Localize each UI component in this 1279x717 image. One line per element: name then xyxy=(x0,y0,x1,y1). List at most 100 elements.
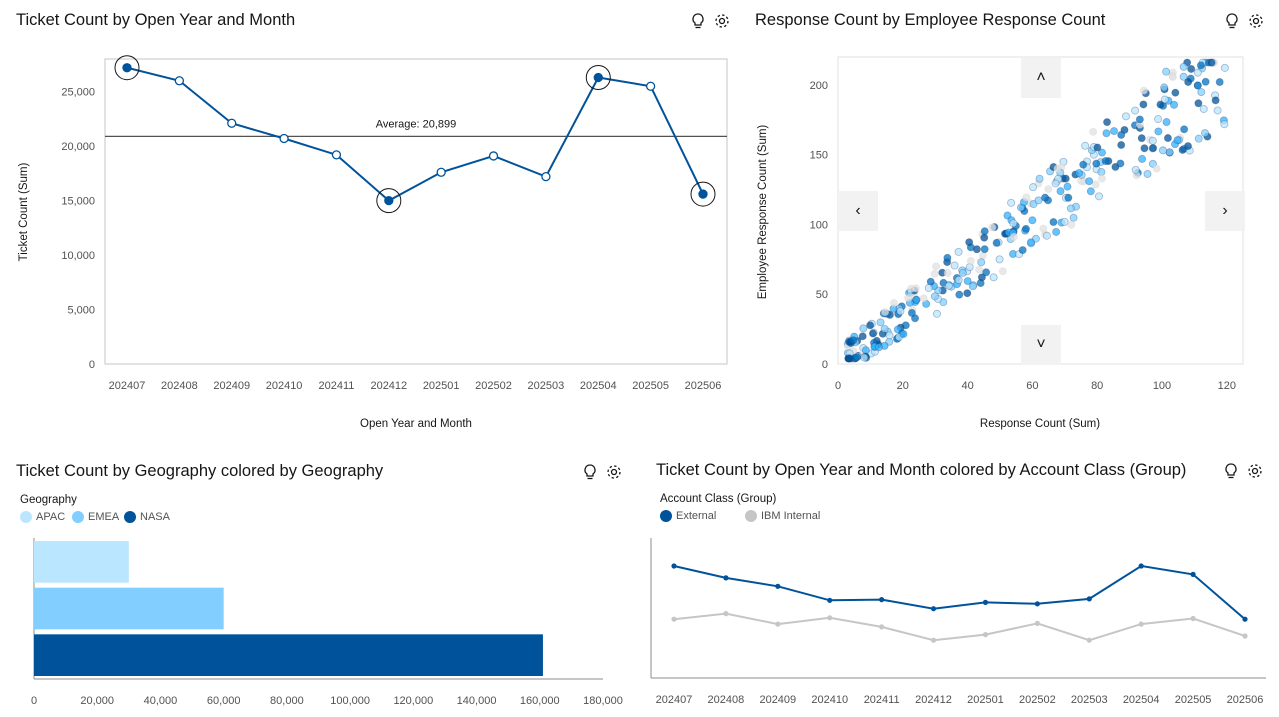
account-class-legend-title: Account Class (Group) xyxy=(660,493,777,505)
scatter-point xyxy=(1179,62,1188,71)
legend-item-apac[interactable]: APAC xyxy=(20,511,65,523)
scatter-point xyxy=(885,331,894,340)
legend-item-emea[interactable]: EMEA xyxy=(72,511,119,523)
scatter-point xyxy=(858,332,867,341)
scroll-up-button[interactable]: ˄ xyxy=(1021,58,1061,98)
geography-bar-chart[interactable]: 0 20,000 40,000 60,000 80,000 100,000 120,000 1… xyxy=(0,0,660,717)
scatter-point xyxy=(1041,193,1050,202)
scroll-right-button[interactable]: › xyxy=(1205,191,1245,231)
x-tick-label: 80 xyxy=(1091,380,1103,392)
scatter-point xyxy=(950,261,959,270)
scatter-point xyxy=(1168,73,1177,82)
scatter-point xyxy=(1211,96,1220,105)
y-tick-label: 50 xyxy=(816,289,828,301)
panel-title-response-scatter: Response Count by Employee Response Coun… xyxy=(755,11,1106,29)
scatter-point xyxy=(907,308,916,317)
data-point xyxy=(1034,601,1040,607)
highlight-ring xyxy=(376,188,402,214)
legend-label: NASA xyxy=(140,511,170,523)
scatter-point xyxy=(906,284,915,293)
scatter-point xyxy=(1018,246,1027,255)
bar-nasa xyxy=(34,634,543,676)
data-point xyxy=(1190,615,1196,622)
scatter-point xyxy=(980,233,989,242)
scatter-point xyxy=(1160,83,1169,92)
data-point xyxy=(227,118,237,128)
settings-icon[interactable] xyxy=(605,463,623,481)
settings-icon[interactable] xyxy=(713,12,731,30)
scatter-point xyxy=(1022,193,1031,202)
x-tick-label: 120,000 xyxy=(393,695,433,707)
scroll-down-button[interactable]: ˅ xyxy=(1021,325,1061,365)
x-tick-label: 160,000 xyxy=(520,695,560,707)
average-label: Average: 20,899 xyxy=(376,118,457,130)
lightbulb-icon[interactable] xyxy=(1222,462,1240,480)
response-scatter-chart[interactable]: 0 20 40 60 80 100 120 0 50 100 150 200 Response Coun… xyxy=(0,0,1279,440)
scatter-point xyxy=(1117,141,1126,150)
scatter-point xyxy=(859,324,868,333)
scatter-point xyxy=(1034,196,1043,205)
x-tick-label: 202411 xyxy=(319,380,355,392)
legend-item-external[interactable]: External xyxy=(660,510,716,522)
scatter-point xyxy=(899,330,908,339)
data-point xyxy=(671,563,677,569)
scatter-point xyxy=(1187,64,1196,73)
legend-item-nasa[interactable]: NASA xyxy=(124,511,170,523)
scatter-point xyxy=(977,273,986,282)
bar-apac xyxy=(34,541,129,583)
data-point xyxy=(671,616,677,622)
scatter-point xyxy=(1044,185,1053,194)
lightbulb-icon[interactable] xyxy=(581,463,599,481)
legend-item-ibm-internal[interactable]: IBM Internal xyxy=(745,510,820,522)
scatter-point xyxy=(1148,136,1157,145)
data-point xyxy=(1242,633,1248,639)
x-tick-label: 40 xyxy=(961,380,973,392)
scatter-point xyxy=(1160,95,1169,104)
data-point xyxy=(827,615,833,621)
legend-swatch xyxy=(745,510,757,522)
settings-icon[interactable] xyxy=(1246,462,1264,480)
scatter-point xyxy=(998,267,1007,276)
data-point xyxy=(488,151,499,161)
panel-title-ticket-count-by-month: Ticket Count by Open Year and Month xyxy=(16,11,296,29)
scatter-point xyxy=(1213,106,1222,115)
scatter-point xyxy=(943,268,952,277)
lightbulb-icon[interactable] xyxy=(689,12,707,30)
x-tick-label: 202410 xyxy=(811,694,848,706)
scatter-point xyxy=(1116,159,1125,168)
scatter-point xyxy=(1051,179,1060,188)
scatter-point xyxy=(1131,106,1140,115)
scatter-point xyxy=(1049,218,1058,227)
x-tick-label: 202503 xyxy=(528,380,565,392)
x-tick-label: 202409 xyxy=(213,380,250,392)
scatter-point xyxy=(1067,220,1076,229)
scatter-point xyxy=(881,308,890,317)
settings-icon[interactable] xyxy=(1247,12,1265,30)
scatter-point xyxy=(954,275,963,284)
scatter-point xyxy=(1154,127,1163,136)
scroll-left-button[interactable]: ‹ xyxy=(838,191,878,231)
x-tick-label: 60,000 xyxy=(207,695,241,707)
scatter-point xyxy=(1085,177,1094,186)
scatter-point xyxy=(1066,204,1075,213)
scatter-point xyxy=(977,258,986,267)
series-line-ibm-internal xyxy=(673,612,1246,642)
data-point xyxy=(827,597,833,603)
scatter-point xyxy=(1149,144,1158,153)
x-tick-label: 202408 xyxy=(161,380,198,392)
scatter-point xyxy=(930,269,939,278)
x-tick-label: 140,000 xyxy=(457,695,497,707)
lightbulb-icon[interactable] xyxy=(1223,12,1241,30)
data-point xyxy=(1138,563,1144,569)
highlight-ring xyxy=(690,181,716,207)
ticket-count-line-chart[interactable]: 0 5,000 10,000 15,000 20,000 25,000 202407 2024… xyxy=(0,0,740,440)
y-tick-label: 20,000 xyxy=(61,141,95,153)
scatter-point xyxy=(1170,100,1179,109)
geography-legend-title: Geography xyxy=(20,494,77,506)
scatter-point xyxy=(1207,58,1216,67)
scatter-point xyxy=(1138,154,1147,163)
scatter-point xyxy=(866,321,875,330)
data-point xyxy=(174,76,185,86)
scatter-point xyxy=(1193,81,1202,90)
